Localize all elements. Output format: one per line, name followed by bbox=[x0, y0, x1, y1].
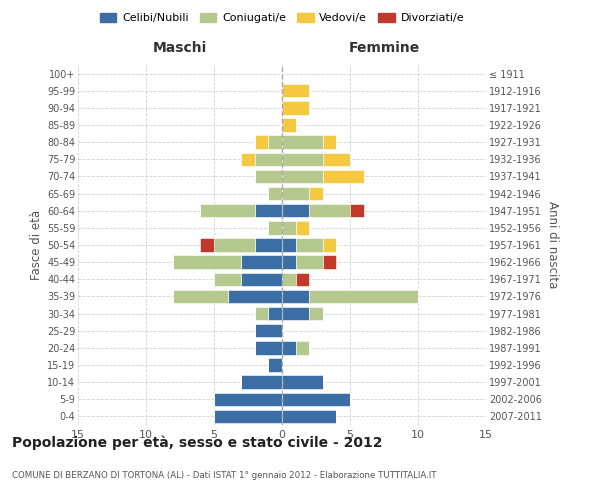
Bar bbox=[241, 272, 282, 286]
Legend: Celibi/Nubili, Coniugati/e, Vedovi/e, Divorziati/e: Celibi/Nubili, Coniugati/e, Vedovi/e, Di… bbox=[95, 8, 469, 28]
Bar bbox=[309, 204, 350, 218]
Bar bbox=[268, 358, 282, 372]
Text: Femmine: Femmine bbox=[349, 40, 419, 54]
Bar bbox=[296, 272, 309, 286]
Bar bbox=[282, 152, 323, 166]
Bar bbox=[309, 187, 323, 200]
Bar bbox=[282, 376, 323, 389]
Bar bbox=[309, 307, 323, 320]
Bar bbox=[241, 376, 282, 389]
Bar bbox=[282, 307, 309, 320]
Bar bbox=[296, 341, 309, 354]
Bar bbox=[214, 392, 282, 406]
Bar bbox=[255, 324, 282, 338]
Bar bbox=[255, 170, 282, 183]
Bar bbox=[200, 238, 214, 252]
Bar bbox=[282, 392, 350, 406]
Bar bbox=[350, 204, 364, 218]
Bar bbox=[255, 152, 282, 166]
Bar bbox=[323, 170, 364, 183]
Y-axis label: Anni di nascita: Anni di nascita bbox=[546, 202, 559, 288]
Bar bbox=[241, 256, 282, 269]
Text: COMUNE DI BERZANO DI TORTONA (AL) - Dati ISTAT 1° gennaio 2012 - Elaborazione TU: COMUNE DI BERZANO DI TORTONA (AL) - Dati… bbox=[12, 471, 437, 480]
Bar bbox=[296, 221, 309, 234]
Bar bbox=[296, 238, 323, 252]
Bar bbox=[309, 290, 418, 303]
Bar bbox=[268, 221, 282, 234]
Bar bbox=[282, 290, 309, 303]
Bar bbox=[268, 307, 282, 320]
Bar bbox=[255, 341, 282, 354]
Bar bbox=[282, 187, 309, 200]
Bar bbox=[268, 187, 282, 200]
Bar bbox=[214, 272, 241, 286]
Bar bbox=[255, 238, 282, 252]
Bar bbox=[282, 204, 309, 218]
Bar bbox=[296, 256, 323, 269]
Bar bbox=[282, 221, 296, 234]
Bar bbox=[282, 170, 323, 183]
Bar bbox=[282, 238, 296, 252]
Bar bbox=[323, 136, 337, 149]
Bar bbox=[323, 152, 350, 166]
Bar bbox=[173, 256, 241, 269]
Bar bbox=[282, 84, 309, 98]
Y-axis label: Fasce di età: Fasce di età bbox=[29, 210, 43, 280]
Bar bbox=[255, 204, 282, 218]
Bar bbox=[255, 307, 268, 320]
Bar bbox=[282, 256, 296, 269]
Bar bbox=[214, 410, 282, 423]
Text: Popolazione per età, sesso e stato civile - 2012: Popolazione per età, sesso e stato civil… bbox=[12, 436, 383, 450]
Bar bbox=[282, 272, 296, 286]
Bar bbox=[173, 290, 227, 303]
Bar bbox=[323, 256, 337, 269]
Bar bbox=[282, 341, 296, 354]
Bar bbox=[241, 152, 255, 166]
Bar bbox=[282, 101, 309, 114]
Bar bbox=[323, 238, 337, 252]
Text: Maschi: Maschi bbox=[153, 40, 207, 54]
Bar bbox=[255, 136, 268, 149]
Bar bbox=[282, 136, 323, 149]
Bar bbox=[282, 118, 296, 132]
Bar bbox=[282, 410, 337, 423]
Bar bbox=[200, 204, 255, 218]
Bar bbox=[214, 238, 255, 252]
Bar bbox=[227, 290, 282, 303]
Bar bbox=[268, 136, 282, 149]
